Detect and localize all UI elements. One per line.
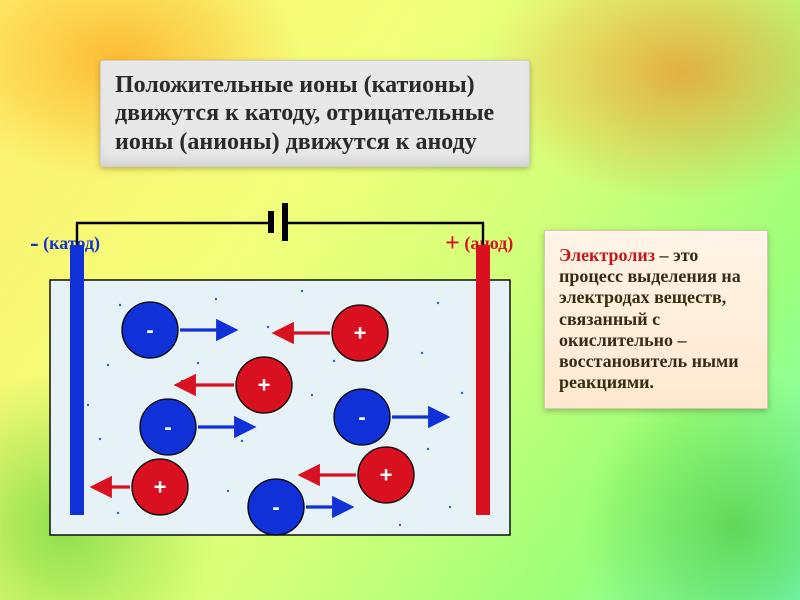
svg-text:+: + [154,475,167,500]
svg-text:+: + [354,321,367,346]
title-text: Положительные ионы (катионы) движутся к … [115,72,494,155]
electrolysis-diagram: - + + - - + + - [30,195,530,555]
svg-text:+: + [258,373,271,398]
svg-text:-: - [272,495,279,520]
svg-text:-: - [146,318,153,343]
svg-text:-: - [164,415,171,440]
definition-tail: – это процесс выделения на электродах ве… [559,245,741,392]
svg-text:-: - [358,405,365,430]
definition-box: Электролиз – это процесс выделения на эл… [544,230,768,409]
svg-text:+: + [380,463,393,488]
title-box: Положительные ионы (катионы) движутся к … [100,60,530,167]
definition-highlight: Электролиз [559,245,655,265]
slide: Положительные ионы (катионы) движутся к … [0,0,800,600]
